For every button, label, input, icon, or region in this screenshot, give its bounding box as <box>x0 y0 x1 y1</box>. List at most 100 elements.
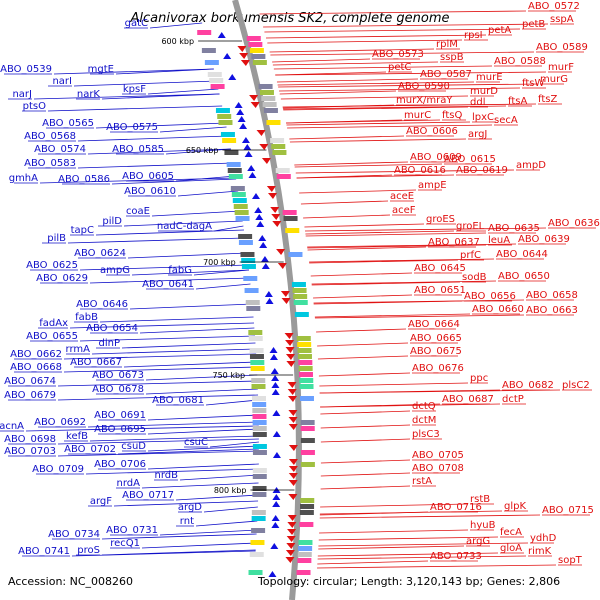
right-gene-label: ABO_0609 <box>410 152 462 163</box>
right-connector <box>295 169 515 174</box>
right-track-block <box>282 210 297 215</box>
right-track-block <box>298 546 313 551</box>
right-connector <box>287 124 493 129</box>
left-connector <box>111 178 237 185</box>
left-connector <box>69 322 255 329</box>
left-gene-label: csuD <box>121 441 146 452</box>
left-gene-label: narJ <box>12 89 32 100</box>
left-track-block <box>243 276 258 281</box>
right-gene-label: ftsZ <box>538 94 557 105</box>
forward-gene-arrow <box>270 368 279 374</box>
right-connector <box>309 258 495 263</box>
reverse-gene-arrow <box>287 389 297 395</box>
forward-gene-arrow <box>272 501 281 507</box>
right-connector <box>275 71 547 76</box>
right-track-block <box>261 96 276 101</box>
reverse-gene-arrow <box>286 543 296 549</box>
right-track-block <box>293 294 308 299</box>
forward-gene-arrow <box>271 382 280 388</box>
forward-gene-arrow <box>259 242 268 248</box>
right-gene-label: ABO_0733 <box>430 551 482 562</box>
left-gene-label: coaE <box>126 206 150 217</box>
accession-text: Accession: NC_008260 <box>8 575 133 588</box>
forward-gene-arrow <box>272 410 281 416</box>
right-track-block <box>292 288 307 293</box>
right-track-block <box>294 312 309 317</box>
right-gene-label: ABO_0573 <box>372 49 424 60</box>
right-track-block <box>262 102 277 107</box>
right-connector <box>286 119 441 124</box>
reverse-gene-arrow <box>277 263 287 269</box>
right-connector <box>269 48 435 53</box>
left-gene-label: ABO_0731 <box>106 525 158 536</box>
reverse-gene-arrow <box>270 207 280 213</box>
right-track-block <box>298 360 313 365</box>
right-track-block <box>297 342 312 347</box>
right-gene-label: secA <box>494 115 518 126</box>
right-connector <box>272 61 439 66</box>
right-connector <box>299 189 417 194</box>
reverse-gene-arrow <box>259 144 269 150</box>
right-gene-label: aceF <box>392 205 416 216</box>
right-track-block <box>296 570 311 575</box>
left-gene-label: ABO_0574 <box>34 144 86 155</box>
right-track-block <box>299 378 314 383</box>
left-gene-label: ABO_0655 <box>26 331 78 342</box>
right-connector <box>264 28 521 33</box>
forward-gene-arrow <box>237 116 246 122</box>
reverse-gene-arrow <box>256 130 266 136</box>
reverse-gene-arrow <box>239 53 249 59</box>
reverse-gene-arrow <box>288 417 298 423</box>
left-gene-label: tapC <box>71 225 94 236</box>
left-connector <box>57 450 259 457</box>
connector-lines <box>0 10 596 569</box>
left-track-block <box>222 138 237 143</box>
right-gene-label: ABO_0616 <box>394 165 446 176</box>
left-connector <box>147 463 259 470</box>
right-connector <box>276 78 419 83</box>
right-track-block <box>300 462 315 467</box>
right-track-block <box>288 252 303 257</box>
right-gene-label: sopT <box>558 555 583 566</box>
reverse-gene-arrow <box>271 214 281 220</box>
reverse-gene-arrow <box>280 291 290 297</box>
left-track-block <box>201 48 216 53</box>
forward-gene-arrow <box>217 32 226 38</box>
right-connector <box>294 161 409 166</box>
right-connector <box>279 90 397 95</box>
right-connector <box>309 259 459 264</box>
right-connector <box>283 106 469 111</box>
left-connector <box>159 529 257 536</box>
left-gene-label: kefB <box>66 431 88 442</box>
left-track-block <box>252 432 267 437</box>
left-track-block <box>244 288 259 293</box>
forward-gene-arrow <box>272 452 281 458</box>
right-connector <box>273 65 493 70</box>
left-connector <box>177 190 239 197</box>
right-connector <box>320 403 501 408</box>
left-gene-label: ABO_0734 <box>48 529 100 540</box>
left-gene-label: ptsO <box>23 101 46 112</box>
right-track-block <box>297 552 312 557</box>
left-gene-label: ABO_0692 <box>34 417 86 428</box>
left-gene-label: mgtE <box>88 64 114 75</box>
left-gene-label: ABO_0565 <box>42 118 94 129</box>
right-gene-label: sodB <box>462 272 487 283</box>
left-track-block <box>251 510 266 515</box>
left-gene-label: ABO_0641 <box>142 279 194 290</box>
left-connector <box>57 394 259 401</box>
right-track-block <box>300 438 315 443</box>
right-gene-label: ABO_0716 <box>430 502 482 513</box>
right-connector <box>304 223 425 228</box>
right-track-block <box>299 396 314 401</box>
left-connector <box>33 93 220 100</box>
left-connector <box>91 348 256 355</box>
left-gene-labels: gatC ABO_0539 mgtE narI narJ narK ptsO kpsF ABO_… <box>0 18 212 557</box>
left-gene-label: ABO_0583 <box>24 158 76 169</box>
left-track-block <box>230 186 245 191</box>
right-gene-label: ABO_0572 <box>528 1 580 12</box>
right-gene-label: dctM <box>412 415 436 426</box>
right-connector <box>320 485 411 490</box>
left-connector <box>89 277 250 284</box>
right-gene-label: rstA <box>412 476 432 487</box>
